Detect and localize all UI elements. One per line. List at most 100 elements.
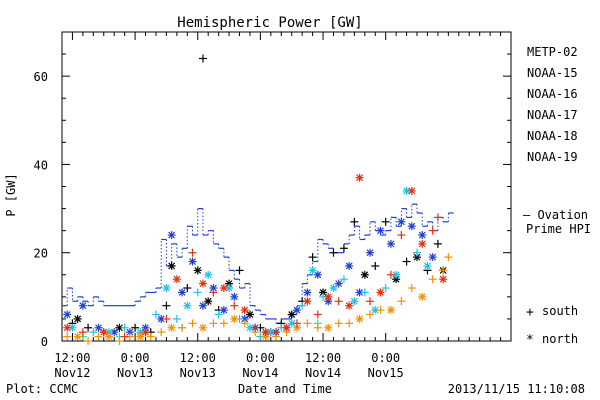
data-point-noaa-19 <box>230 301 239 310</box>
data-point-noaa-19 <box>366 297 375 306</box>
x-tick-label-time: 0:00 <box>121 351 150 365</box>
data-point-noaa-16 <box>245 323 254 332</box>
data-point-noaa-18 <box>407 284 416 293</box>
plot-border <box>61 31 512 342</box>
data-point-noaa-15 <box>178 288 187 297</box>
data-point-noaa-16 <box>193 288 202 297</box>
data-point-metp-02 <box>433 239 442 248</box>
data-point-noaa-19 <box>407 186 416 195</box>
x-tick-label-time: 12:00 <box>54 351 90 365</box>
data-point-noaa-18 <box>439 266 448 275</box>
data-point-noaa-18 <box>418 292 427 301</box>
data-point-noaa-15 <box>345 261 354 270</box>
data-point-noaa-18 <box>366 310 375 319</box>
data-point-noaa-16 <box>89 328 98 337</box>
data-point-noaa-16 <box>151 310 160 319</box>
data-point-metp-02 <box>235 266 244 275</box>
chart-title: Hemispheric Power [GW] <box>177 15 362 31</box>
data-point-noaa-15 <box>418 231 427 240</box>
x-tick-label-date: Nov13 <box>117 366 153 380</box>
data-point-noaa-16 <box>162 284 171 293</box>
data-point-noaa-19 <box>439 275 448 284</box>
data-point-noaa-15 <box>63 310 72 319</box>
marker-legend-north: * north <box>526 332 578 348</box>
data-markers <box>63 54 453 345</box>
data-point-noaa-19 <box>386 270 395 279</box>
data-point-noaa-15 <box>376 226 385 235</box>
data-point-noaa-19 <box>418 239 427 248</box>
data-point-noaa-18 <box>428 275 437 284</box>
data-point-noaa-19 <box>303 297 312 306</box>
data-point-noaa-19 <box>334 297 343 306</box>
data-point-noaa-16 <box>392 270 401 279</box>
data-point-noaa-19 <box>240 306 249 315</box>
data-point-noaa-15 <box>219 306 228 315</box>
data-point-noaa-18 <box>157 328 166 337</box>
data-point-noaa-18 <box>198 323 207 332</box>
data-point-noaa-16 <box>214 310 223 319</box>
data-point-noaa-19 <box>209 288 218 297</box>
data-point-noaa-15 <box>355 288 364 297</box>
data-point-metp-02 <box>371 261 380 270</box>
data-point-noaa-16 <box>371 306 380 315</box>
data-point-noaa-16 <box>225 284 234 293</box>
data-point-metp-02 <box>329 248 338 257</box>
data-point-noaa-16 <box>360 288 369 297</box>
x-tick-label-date: Nov12 <box>54 366 90 380</box>
data-point-noaa-19 <box>282 323 291 332</box>
legend-item-noaa-17: NOAA-17 <box>527 108 578 122</box>
data-point-noaa-19 <box>162 314 171 323</box>
data-point-noaa-18 <box>230 314 239 323</box>
data-point-noaa-18 <box>355 314 364 323</box>
ovation-label-line2: Prime HPI <box>526 222 591 236</box>
data-point-noaa-15 <box>397 217 406 226</box>
svg-text:north: north <box>542 332 578 346</box>
data-point-noaa-19 <box>345 301 354 310</box>
footer-plot-source: Plot: CCMC <box>6 382 78 396</box>
data-point-metp-02 <box>162 301 171 310</box>
data-point-noaa-15 <box>407 222 416 231</box>
data-point-noaa-15 <box>167 231 176 240</box>
data-point-noaa-18 <box>209 319 218 328</box>
data-point-noaa-18 <box>386 306 395 315</box>
data-point-noaa-19 <box>251 323 260 332</box>
data-point-noaa-16 <box>413 248 422 257</box>
x-tick-label-date: Nov14 <box>305 366 341 380</box>
data-point-noaa-19 <box>141 328 150 337</box>
y-tick-label: 40 <box>34 158 48 172</box>
y-tick-label: 20 <box>34 247 48 261</box>
svg-text:+: + <box>526 305 534 320</box>
data-point-noaa-19 <box>198 279 207 288</box>
data-point-noaa-15 <box>428 253 437 262</box>
series-legend: METP-02 NOAA-15 NOAA-16 NOAA-17 NOAA-18 NOAA-… <box>527 45 578 164</box>
data-point-noaa-15 <box>366 248 375 257</box>
data-point-noaa-16 <box>381 284 390 293</box>
x-tick-label-date: Nov13 <box>180 366 216 380</box>
data-point-noaa-15 <box>198 301 207 310</box>
legend-item-noaa-18: NOAA-18 <box>527 129 578 143</box>
marker-legend-south: + south <box>526 304 578 320</box>
data-point-metp-02 <box>131 323 140 332</box>
data-point-metp-02 <box>308 253 317 262</box>
x-tick-label-date: Nov14 <box>242 366 278 380</box>
x-tick-label-time: 12:00 <box>180 351 216 365</box>
legend-item-metp-02: METP-02 <box>527 45 578 59</box>
plot-frame <box>61 31 512 342</box>
data-point-metp-02 <box>350 217 359 226</box>
data-point-noaa-16 <box>298 301 307 310</box>
data-point-metp-02 <box>183 284 192 293</box>
data-point-noaa-19 <box>120 332 129 341</box>
data-point-noaa-15 <box>78 301 87 310</box>
marker-legend: + south * north <box>526 304 578 348</box>
legend-item-noaa-15: NOAA-15 <box>527 66 578 80</box>
data-point-noaa-18 <box>73 332 82 341</box>
data-point-noaa-18 <box>136 332 145 341</box>
data-point-noaa-16 <box>204 270 213 279</box>
data-point-noaa-18 <box>345 319 354 328</box>
data-point-noaa-19 <box>78 328 87 337</box>
data-point-metp-02 <box>193 266 202 275</box>
data-point-noaa-16 <box>308 266 317 275</box>
data-point-noaa-15 <box>188 257 197 266</box>
y-axis-label: P [GW] <box>4 173 18 216</box>
